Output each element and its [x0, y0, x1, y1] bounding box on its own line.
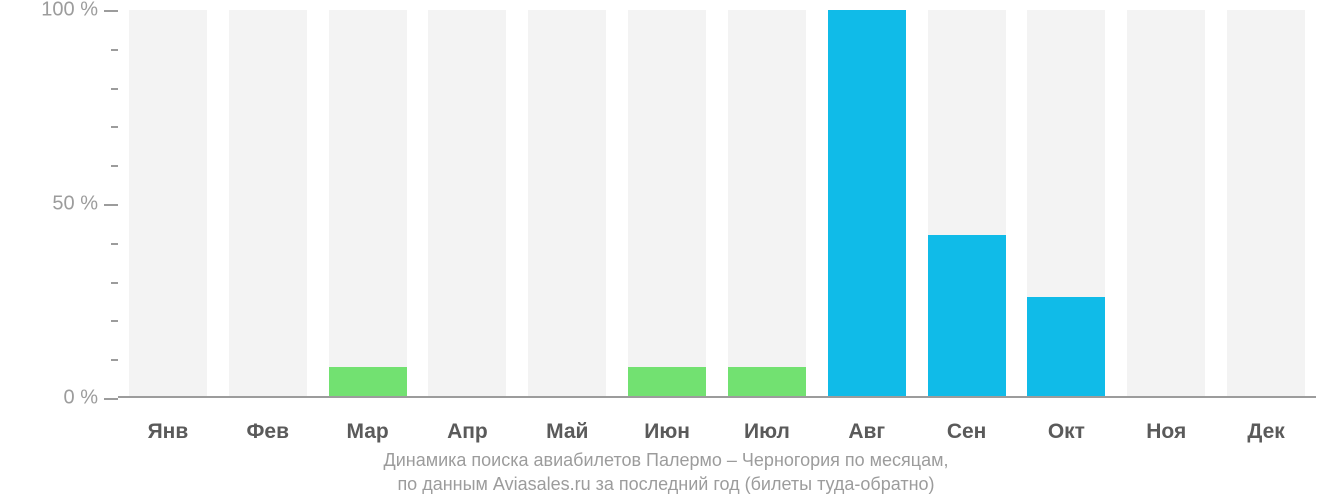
y-tick-label: 50 %	[52, 193, 118, 216]
bar-value	[728, 367, 806, 398]
x-axis-label: Авг	[848, 420, 885, 444]
bar-bg	[628, 10, 706, 398]
bar-value	[628, 367, 706, 398]
x-axis-label: Дек	[1247, 420, 1284, 444]
x-axis-label: Мар	[346, 420, 388, 444]
bar-bg	[428, 10, 506, 398]
bar-bg	[129, 10, 207, 398]
y-tick-minor	[111, 165, 118, 167]
x-axis-label: Апр	[447, 420, 488, 444]
bar-bg	[329, 10, 407, 398]
y-tick-minor	[111, 49, 118, 51]
y-tick-minor	[111, 126, 118, 128]
x-axis-baseline	[118, 396, 1316, 398]
caption-line-2: по данным Aviasales.ru за последний год …	[0, 472, 1332, 496]
bar-bg	[728, 10, 806, 398]
x-axis-label: Июн	[644, 420, 690, 444]
x-axis-label: Сен	[947, 420, 987, 444]
y-tick-minor	[111, 320, 118, 322]
caption-line-1: Динамика поиска авиабилетов Палермо – Че…	[0, 448, 1332, 472]
bars-container	[118, 10, 1316, 398]
x-axis-label: Ноя	[1146, 420, 1186, 444]
bar-value	[329, 367, 407, 398]
bar-value	[1027, 297, 1105, 398]
y-tick-label: 0 %	[64, 387, 118, 410]
y-tick-label: 100 %	[41, 0, 118, 22]
x-axis-label: Янв	[148, 420, 189, 444]
x-axis-label: Окт	[1048, 420, 1085, 444]
bar-bg	[528, 10, 606, 398]
y-tick-minor	[111, 243, 118, 245]
x-axis-label: Май	[546, 420, 588, 444]
bar-value	[928, 235, 1006, 398]
y-tick-minor	[111, 282, 118, 284]
plot-area: 0 %50 %100 %	[118, 10, 1316, 398]
bar-bg	[1227, 10, 1305, 398]
bar-bg	[229, 10, 307, 398]
bar-bg	[1127, 10, 1205, 398]
x-axis-label: Июл	[744, 420, 790, 444]
monthly-search-bar-chart: 0 %50 %100 % ЯнвФевМарАпрМайИюнИюлАвгСен…	[0, 0, 1332, 502]
x-axis-label: Фев	[246, 420, 289, 444]
y-tick-minor	[111, 88, 118, 90]
bar-value	[828, 10, 906, 398]
y-tick-minor	[111, 359, 118, 361]
chart-caption: Динамика поиска авиабилетов Палермо – Че…	[0, 448, 1332, 496]
